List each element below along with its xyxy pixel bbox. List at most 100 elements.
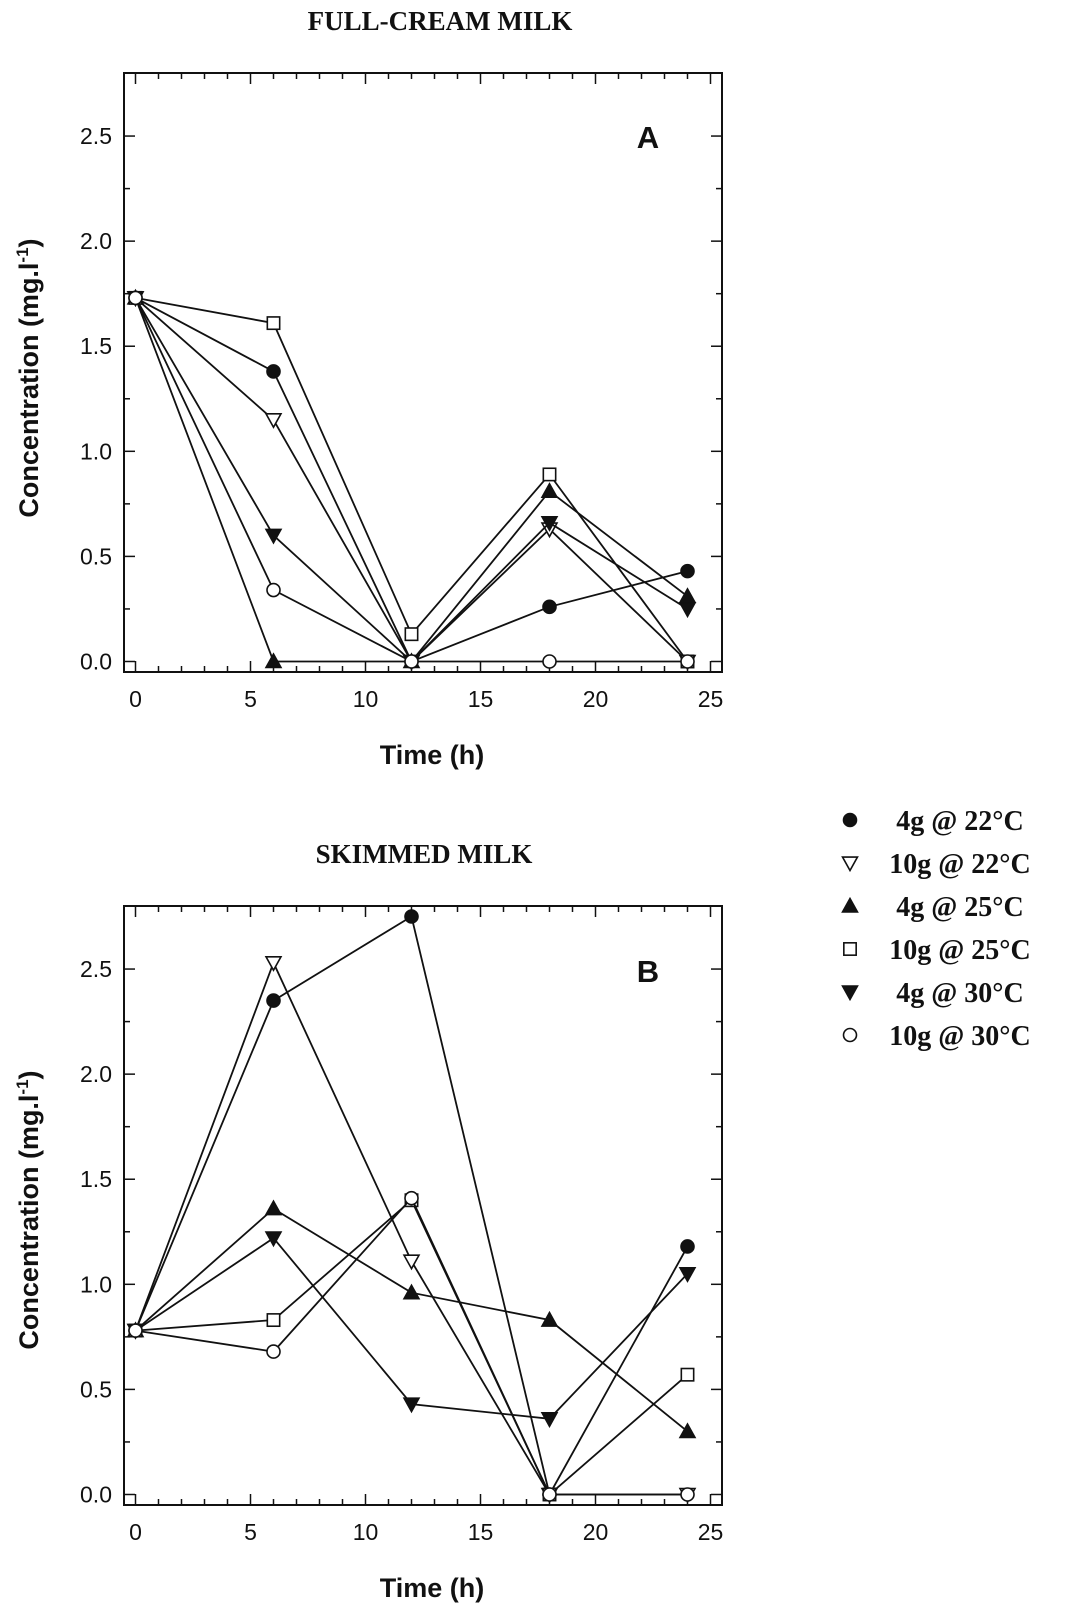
data-point xyxy=(266,993,281,1008)
legend-marker xyxy=(842,812,858,828)
x-tick-label: 10 xyxy=(353,1519,379,1545)
x-tick-label: 20 xyxy=(583,686,609,712)
data-point xyxy=(678,587,697,604)
series-lines xyxy=(126,288,697,671)
y-tick-label: 0.5 xyxy=(80,1376,112,1402)
data-point xyxy=(266,1313,281,1328)
series-line xyxy=(134,297,688,663)
data-point xyxy=(680,1367,695,1382)
data-point xyxy=(266,1344,281,1359)
y-axis-label: Concentration (mg.l-1) xyxy=(13,238,44,517)
data-point xyxy=(264,413,283,429)
data-point xyxy=(680,1487,695,1502)
data-point xyxy=(540,482,559,499)
chart-title: FULL-CREAM MILK xyxy=(308,6,573,36)
data-point xyxy=(404,654,419,669)
data-point xyxy=(264,652,283,669)
x-tick-label: 15 xyxy=(468,686,494,712)
x-tick-label: 25 xyxy=(698,1519,724,1545)
data-point xyxy=(404,1190,419,1206)
data-point xyxy=(402,1397,421,1414)
series-line xyxy=(135,297,689,663)
x-tick-label: 25 xyxy=(698,686,724,712)
x-tick-label: 0 xyxy=(129,686,142,712)
data-point xyxy=(264,1231,283,1248)
series-line xyxy=(134,297,689,663)
data-point xyxy=(678,602,697,619)
x-axis-label: Time (h) xyxy=(380,740,485,770)
data-point xyxy=(542,599,557,615)
y-tick-label: 1.5 xyxy=(80,1166,112,1192)
y-tick-label: 2.0 xyxy=(80,1061,112,1087)
legend-item: 10g @ 25°C xyxy=(843,935,1031,966)
chart-title: SKIMMED MILK xyxy=(316,839,533,869)
legend-label: 10g @ 25°C xyxy=(889,935,1030,966)
x-tick-label: 5 xyxy=(244,1519,257,1545)
legend-label: 4g @ 25°C xyxy=(896,892,1023,923)
series-4g-22c xyxy=(128,909,695,1502)
y-tick-label: 2.0 xyxy=(80,228,112,254)
series-line xyxy=(135,1196,688,1496)
chart-full-cream-milk: FULL-CREAM MILK 0.0 0.5 1.0 1.5 2.0 2.5 0 5 10 1… xyxy=(13,6,723,770)
legend-item: 4g @ 30°C xyxy=(841,978,1024,1009)
legend-item: 10g @ 30°C xyxy=(842,1021,1031,1052)
data-point xyxy=(404,909,419,924)
y-tick-label: 0.0 xyxy=(80,648,112,674)
data-point xyxy=(680,654,695,669)
y-tick-label: 0.0 xyxy=(80,1481,112,1507)
legend-label: 10g @ 30°C xyxy=(889,1021,1030,1052)
series-10g-30c xyxy=(128,1190,695,1502)
data-point xyxy=(266,364,281,379)
legend-marker xyxy=(841,985,859,1002)
data-point xyxy=(402,1254,421,1271)
x-axis-label: Time (h) xyxy=(380,1573,485,1603)
data-point xyxy=(264,528,283,545)
x-tick-label: 20 xyxy=(583,1519,609,1545)
series-line xyxy=(134,297,688,663)
data-point xyxy=(542,1487,557,1502)
data-point xyxy=(540,515,559,532)
data-point xyxy=(266,582,281,598)
series-line xyxy=(134,297,689,663)
data-point xyxy=(264,1199,283,1216)
data-point xyxy=(540,1412,559,1428)
series-lines xyxy=(126,909,697,1504)
data-point xyxy=(128,1323,143,1338)
series-10g-25c xyxy=(128,290,695,669)
legend-item: 4g @ 25°C xyxy=(841,892,1024,923)
axis-ticks xyxy=(124,73,722,672)
series-10g-25c xyxy=(128,1193,695,1502)
data-point xyxy=(264,955,283,972)
x-tick-labels: 0 5 10 15 20 25 xyxy=(129,1519,723,1545)
x-tick-label: 0 xyxy=(129,1519,142,1545)
legend-label: 10g @ 22°C xyxy=(889,849,1030,880)
data-point xyxy=(680,563,695,579)
y-tick-label: 2.5 xyxy=(80,123,112,149)
y-tick-label: 1.5 xyxy=(80,333,112,359)
legend-label: 4g @ 22°C xyxy=(896,806,1023,837)
y-tick-label: 0.5 xyxy=(80,543,112,569)
x-tick-labels: 0 5 10 15 20 25 xyxy=(129,686,723,712)
series-10g-30c xyxy=(128,290,695,669)
legend-item: 10g @ 22°C xyxy=(841,849,1031,880)
series-4g-22c xyxy=(128,290,695,669)
panel-label: B xyxy=(637,954,659,989)
data-point xyxy=(678,1422,697,1439)
legend-marker xyxy=(841,856,859,873)
series-4g-25c xyxy=(126,288,697,669)
y-axis-label: Concentration (mg.l-1) xyxy=(13,1070,44,1349)
series-4g-30c xyxy=(126,291,697,671)
data-point xyxy=(540,1310,559,1327)
series-10g-22c xyxy=(126,291,697,671)
y-tick-label: 1.0 xyxy=(80,1271,112,1297)
plot-frame xyxy=(123,905,723,1506)
data-point xyxy=(542,467,557,482)
series-line xyxy=(134,960,688,1496)
x-tick-label: 5 xyxy=(244,686,257,712)
data-point xyxy=(128,290,143,306)
legend-marker xyxy=(842,1027,858,1043)
y-tick-label: 2.5 xyxy=(80,956,112,982)
series-line xyxy=(135,1198,689,1496)
x-tick-label: 10 xyxy=(353,686,379,712)
